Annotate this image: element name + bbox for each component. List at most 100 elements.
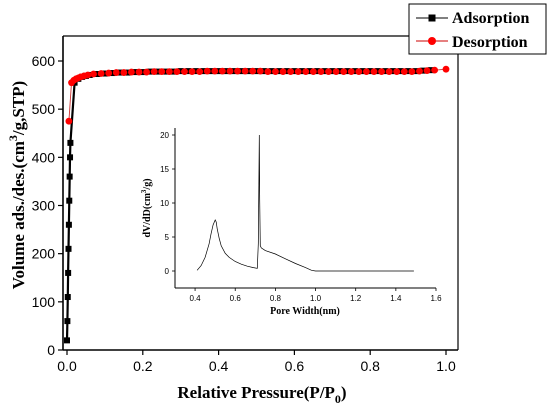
adsorption-point	[101, 70, 108, 77]
adsorption-point	[276, 68, 283, 75]
legend-label-adsorption: Adsorption	[452, 10, 529, 27]
adsorption-point	[420, 67, 427, 74]
desorption-point	[65, 117, 73, 125]
legend-label-desorption: Desorption	[452, 34, 528, 51]
main-x-axis-title-end: )	[341, 383, 347, 402]
adsorption-point	[139, 69, 146, 76]
adsorption-point	[367, 68, 374, 75]
desorption-point	[355, 68, 363, 75]
inset-y-axis-title-text: dV/dD(cm	[142, 192, 153, 237]
desorption-point	[128, 68, 135, 76]
desorption-point	[112, 69, 120, 76]
desorption-point	[196, 68, 204, 75]
main-y-tick-label: 300	[32, 198, 56, 214]
desorption-point	[84, 71, 92, 79]
inset-y-axis-title: dV/dD(cm3/g)	[140, 178, 153, 237]
main-x-tick-label: 0.8	[360, 358, 380, 374]
adsorption-point	[147, 68, 154, 75]
adsorption-point	[352, 68, 359, 75]
main-x-tick-label: 0.6	[285, 358, 305, 374]
adsorption-point	[185, 68, 192, 75]
adsorption-point	[132, 69, 139, 76]
desorption-point	[211, 67, 219, 75]
adsorption-point	[170, 68, 177, 75]
inset-y-ticks: 0 5 10 15 20	[160, 131, 175, 276]
inset-y-tick-label: 20	[160, 131, 169, 140]
desorption-point	[158, 68, 166, 75]
desorption-point	[325, 68, 332, 75]
adsorption-point	[298, 68, 305, 75]
adsorption-point	[64, 318, 71, 325]
inset-x-tick-label: 1.6	[430, 294, 442, 303]
desorption-point	[431, 66, 439, 74]
adsorption-point	[283, 68, 290, 75]
desorption-point	[287, 68, 295, 75]
adsorption-point	[64, 337, 70, 344]
desorption-point	[97, 70, 105, 77]
adsorption-point	[253, 68, 260, 75]
main-x-axis-title: Relative Pressure(P/P0)	[177, 383, 346, 406]
desorption-point	[393, 68, 401, 75]
inset-x-tick-label: 1.4	[390, 294, 402, 303]
adsorption-point	[412, 68, 419, 75]
main-y-axis-title: Volume ads./des.(cm3/g,STP)	[6, 81, 28, 289]
adsorption-point	[427, 67, 434, 74]
adsorption-point	[200, 68, 207, 75]
adsorption-point	[64, 294, 71, 301]
desorption-point	[378, 68, 385, 75]
adsorption-point	[67, 154, 74, 161]
desorption-point	[226, 67, 234, 75]
adsorption-point	[154, 68, 161, 75]
desorption-point	[279, 68, 287, 75]
adsorption-point	[215, 68, 222, 75]
inset-y-axis-title-sup: 3	[140, 189, 148, 193]
desorption-point	[264, 68, 272, 75]
inset-series	[196, 134, 414, 272]
main-y-tick-label: 400	[32, 149, 56, 165]
adsorption-point	[230, 68, 237, 75]
adsorption-point	[321, 68, 328, 75]
adsorption-point	[314, 68, 321, 75]
desorption-point	[105, 69, 113, 77]
desorption-point	[332, 68, 340, 75]
desorption-point	[340, 68, 348, 75]
inset-plot: 0.4 0.6 0.8 1.0 1.2 1.4 1.6 0 5 10 15 20 Pore Widt…	[140, 128, 442, 317]
main-x-axis-title-sub: 0	[335, 392, 341, 406]
adsorption-point	[65, 245, 72, 252]
legend-box	[408, 3, 547, 55]
adsorption-point	[245, 68, 252, 75]
adsorption-point	[238, 68, 245, 75]
desorption-point	[309, 68, 317, 75]
main-y-tick-label: 500	[32, 101, 56, 117]
adsorption-point	[306, 68, 313, 75]
adsorption-point	[124, 69, 131, 76]
main-x-tick-label: 0.4	[209, 358, 229, 374]
adsorption-point	[389, 68, 396, 75]
desorption-point	[385, 68, 393, 75]
main-y-axis-title-sup: 3	[6, 135, 20, 141]
desorption-point	[442, 65, 450, 73]
adsorption-point	[344, 68, 351, 75]
inset-y-tick-label: 10	[160, 199, 169, 208]
desorption-point	[173, 68, 181, 75]
adsorption-point	[65, 221, 72, 228]
legend-marker-adsorption	[428, 14, 436, 22]
adsorption-point	[94, 71, 101, 78]
inset-x-tick-label: 0.8	[270, 294, 282, 303]
desorption-point	[218, 67, 226, 75]
adsorption-point	[382, 68, 389, 75]
main-y-axis-title-text: Volume ads./des.(cm	[9, 141, 28, 289]
desorption-point	[272, 68, 279, 75]
inset-series-line	[196, 134, 414, 272]
desorption-point	[234, 67, 241, 75]
adsorption-point	[405, 68, 412, 75]
desorption-point	[302, 68, 310, 75]
legend-marker-desorption	[428, 37, 436, 45]
desorption-point	[347, 68, 355, 75]
adsorption-point	[65, 269, 72, 276]
main-y-tick-label: 200	[32, 246, 56, 262]
adsorption-point	[192, 68, 199, 75]
main-y-axis-title-end: /g,STP)	[9, 81, 28, 136]
